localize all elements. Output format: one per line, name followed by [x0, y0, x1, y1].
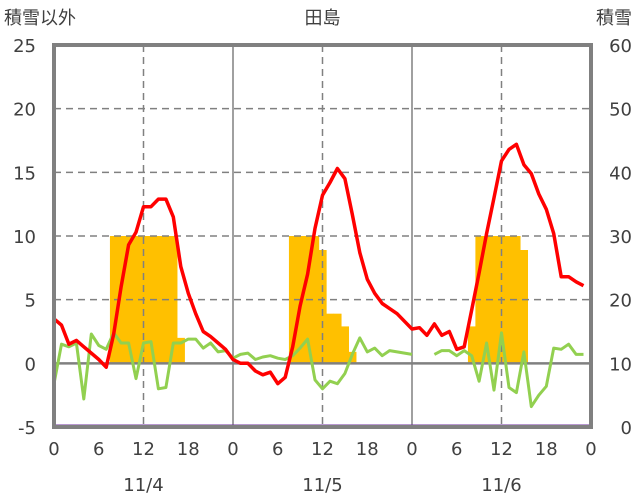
left-tick-label: 5 — [25, 291, 36, 312]
bar — [311, 236, 320, 364]
day-label: 11/4 — [123, 475, 163, 496]
x-tick-label: 18 — [535, 439, 558, 460]
x-tick-label: 0 — [227, 439, 238, 460]
bar — [318, 250, 327, 364]
x-tick-label: 12 — [132, 439, 155, 460]
x-tick-label: 18 — [356, 439, 379, 460]
bar — [109, 236, 118, 364]
left-tick-label: 10 — [13, 227, 36, 248]
bar — [490, 236, 499, 364]
right-axis-title: 積雪 — [596, 8, 632, 29]
chart-title: 田島 — [305, 8, 341, 29]
left-tick-label: -5 — [18, 418, 36, 439]
x-tick-label: 0 — [406, 439, 417, 460]
right-tick-label: 50 — [609, 100, 632, 121]
left-tick-label: 0 — [25, 354, 36, 375]
x-tick-label: 6 — [451, 439, 462, 460]
x-tick-label: 12 — [490, 439, 513, 460]
plot-frame — [52, 43, 593, 429]
bar — [169, 236, 178, 364]
left-axis-title: 積雪以外 — [4, 8, 76, 29]
right-tick-label: 60 — [609, 36, 632, 57]
x-tick-label: 0 — [48, 439, 59, 460]
x-tick-label: 6 — [93, 439, 104, 460]
left-tick-label: 20 — [13, 100, 36, 121]
bar — [505, 236, 514, 364]
right-tick-label: 40 — [609, 163, 632, 184]
bar — [326, 313, 335, 364]
temperature-line — [52, 142, 585, 386]
bar — [520, 250, 529, 364]
x-tick-label: 12 — [311, 439, 334, 460]
left-tick-label: 25 — [13, 36, 36, 57]
right-tick-label: 0 — [621, 418, 632, 439]
x-tick-label: 6 — [272, 439, 283, 460]
right-tick-label: 20 — [609, 291, 632, 312]
bar — [333, 313, 342, 364]
bar — [177, 337, 185, 364]
bar — [117, 236, 126, 364]
x-tick-label: 0 — [585, 439, 596, 460]
bar — [467, 326, 476, 364]
day-label: 11/5 — [302, 475, 342, 496]
bar — [154, 236, 163, 364]
day-label: 11/6 — [481, 475, 521, 496]
bar — [288, 236, 297, 364]
right-tick-label: 30 — [609, 227, 632, 248]
bar — [132, 236, 141, 364]
bar — [341, 326, 350, 364]
left-tick-label: 15 — [13, 163, 36, 184]
x-tick-label: 18 — [177, 439, 200, 460]
right-tick-label: 10 — [609, 354, 632, 375]
